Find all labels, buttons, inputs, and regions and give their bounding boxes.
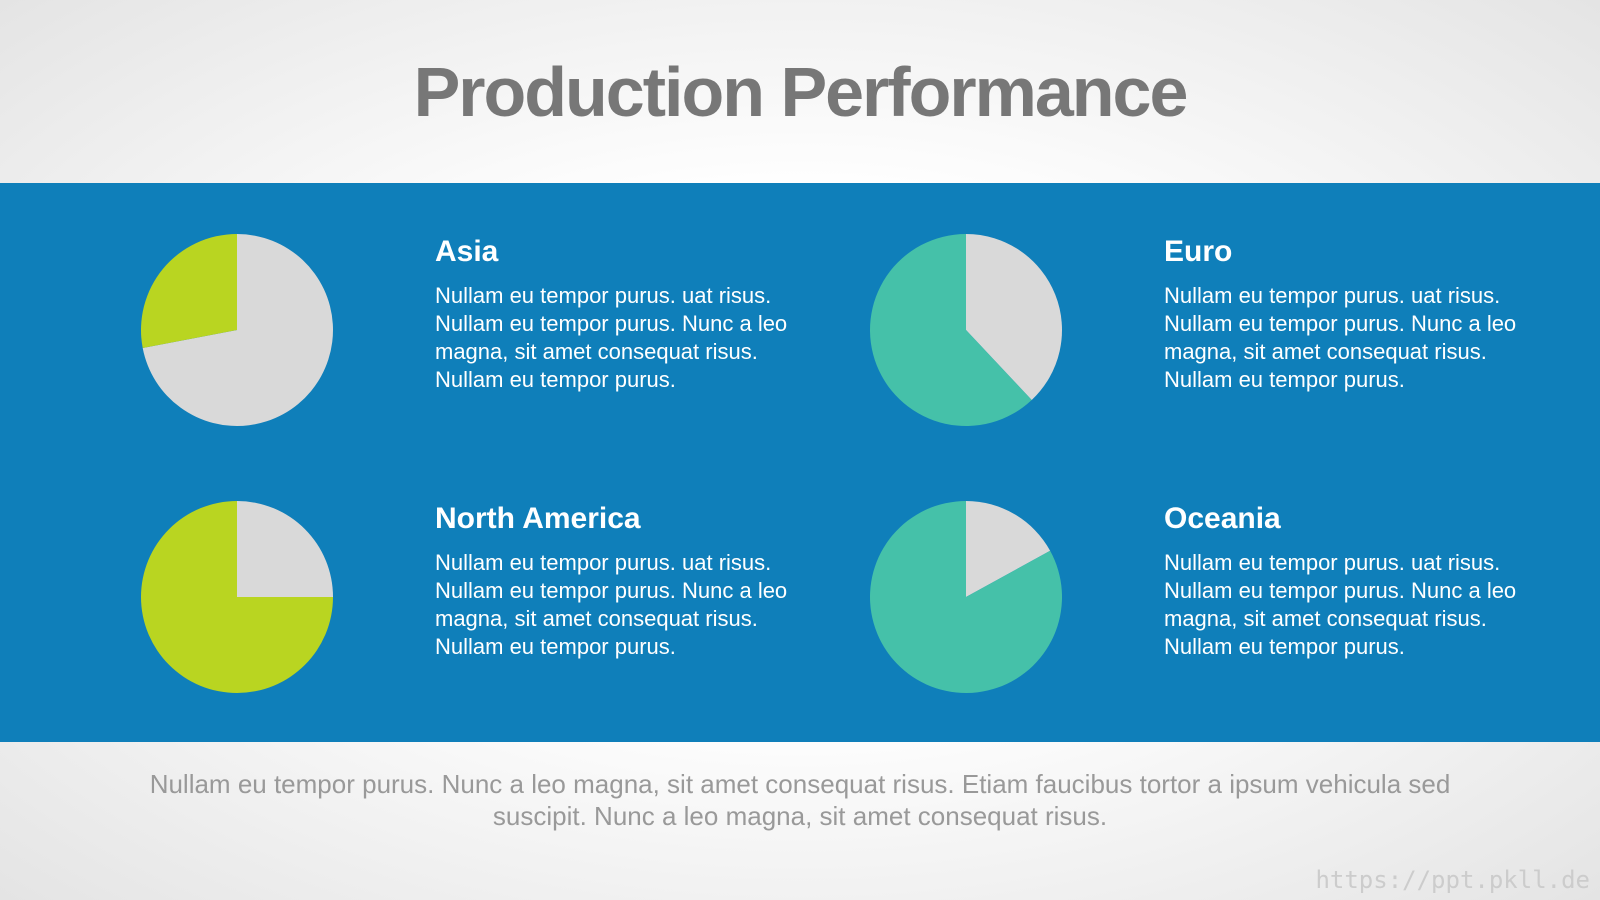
region-text: Nullam eu tempor purus. uat risus. Nulla…: [435, 283, 788, 392]
pie-slice: [141, 234, 237, 348]
pie-slice: [141, 501, 333, 693]
watermark: https://ppt.pkll.de: [1315, 866, 1590, 894]
region-text: Nullam eu tempor purus. uat risus. Nulla…: [1164, 550, 1517, 659]
region-text: Nullam eu tempor purus. uat risus. Nulla…: [435, 550, 788, 659]
slide-title: Production Performance: [413, 53, 1189, 131]
region-title: Euro: [1164, 235, 1233, 268]
region-title: Asia: [435, 235, 499, 268]
region-title: Oceania: [1164, 502, 1281, 535]
pie-slice: [870, 234, 1032, 427]
pie-slice: [966, 234, 1062, 400]
footer-text: Nullam eu tempor purus. Nunc a leo magna…: [149, 769, 1451, 831]
region-title: North America: [435, 502, 641, 535]
pie-slice: [237, 501, 333, 597]
pie-slice: [142, 234, 334, 426]
pie-slice: [870, 501, 1062, 694]
pie-slice: [966, 501, 1051, 597]
region-text: Nullam eu tempor purus. uat risus. Nulla…: [1164, 283, 1517, 392]
